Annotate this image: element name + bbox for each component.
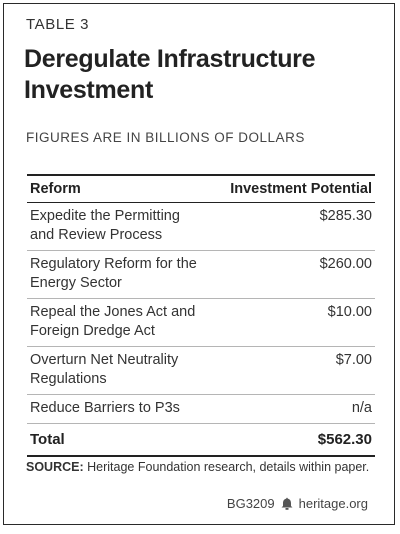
value-cell: $285.30 bbox=[203, 202, 375, 251]
reform-cell: Expedite the Permitting and Review Proce… bbox=[27, 202, 203, 251]
column-header-investment: Investment Potential bbox=[203, 174, 375, 203]
table-row: Repeal the Jones Act and Foreign Dredge … bbox=[27, 298, 375, 347]
value-cell: $7.00 bbox=[203, 346, 375, 395]
table-number: TABLE 3 bbox=[26, 16, 90, 33]
value-cell: $10.00 bbox=[203, 298, 375, 347]
report-id: BG3209 bbox=[226, 496, 275, 511]
site-name[interactable]: heritage.org bbox=[298, 496, 368, 511]
table-title: Deregulate Infrastructure Investment bbox=[24, 45, 316, 104]
table-row: Expedite the Permitting and Review Proce… bbox=[27, 202, 375, 251]
value-cell: $260.00 bbox=[203, 250, 375, 299]
table-card: TABLE 3 Deregulate Infrastructure Invest… bbox=[3, 3, 395, 525]
table-row: Regulatory Reform for the Energy Sector … bbox=[27, 250, 375, 299]
units-note: FIGURES ARE IN BILLIONS OF DOLLARS bbox=[26, 130, 305, 145]
reform-cell: Repeal the Jones Act and Foreign Dredge … bbox=[27, 298, 203, 347]
table-row: Reduce Barriers to P3s n/a bbox=[27, 394, 375, 424]
footer: BG3209 heritage.org bbox=[227, 496, 368, 511]
source-label: SOURCE: bbox=[26, 460, 84, 474]
column-header-reform: Reform bbox=[27, 174, 203, 203]
bell-icon bbox=[281, 497, 293, 510]
total-row: Total $562.30 bbox=[27, 423, 375, 457]
header-row: Reform Investment Potential bbox=[27, 174, 375, 203]
total-value: $562.30 bbox=[203, 423, 375, 457]
source-note: SOURCE: Heritage Foundation research, de… bbox=[26, 460, 386, 474]
value-cell: n/a bbox=[203, 394, 375, 424]
investment-table: Reform Investment Potential Expedite the… bbox=[27, 174, 375, 457]
reform-cell: Reduce Barriers to P3s bbox=[27, 394, 203, 424]
table-row: Overturn Net Neutrality Regulations $7.0… bbox=[27, 346, 375, 395]
reform-cell: Overturn Net Neutrality Regulations bbox=[27, 346, 203, 395]
reform-cell: Regulatory Reform for the Energy Sector bbox=[27, 250, 203, 299]
source-text: Heritage Foundation research, details wi… bbox=[87, 460, 370, 474]
total-label: Total bbox=[27, 423, 203, 457]
